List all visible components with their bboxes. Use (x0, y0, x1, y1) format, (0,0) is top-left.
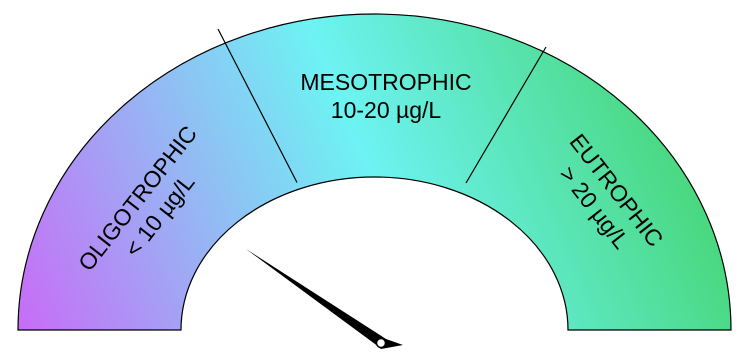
gauge-band (17, 13, 732, 331)
needle-pointer (246, 249, 403, 349)
gauge-needle (246, 249, 403, 349)
segment-mesotrophic-title: MESOTROPHIC (300, 69, 471, 95)
segment-divider-left (217, 28, 298, 183)
segment-mesotrophic-range: 10-20 µg/L (331, 97, 442, 123)
segment-divider-right (465, 46, 547, 184)
segment-mesotrophic: MESOTROPHIC 10-20 µg/L (300, 69, 471, 123)
needle-pivot (375, 337, 387, 349)
